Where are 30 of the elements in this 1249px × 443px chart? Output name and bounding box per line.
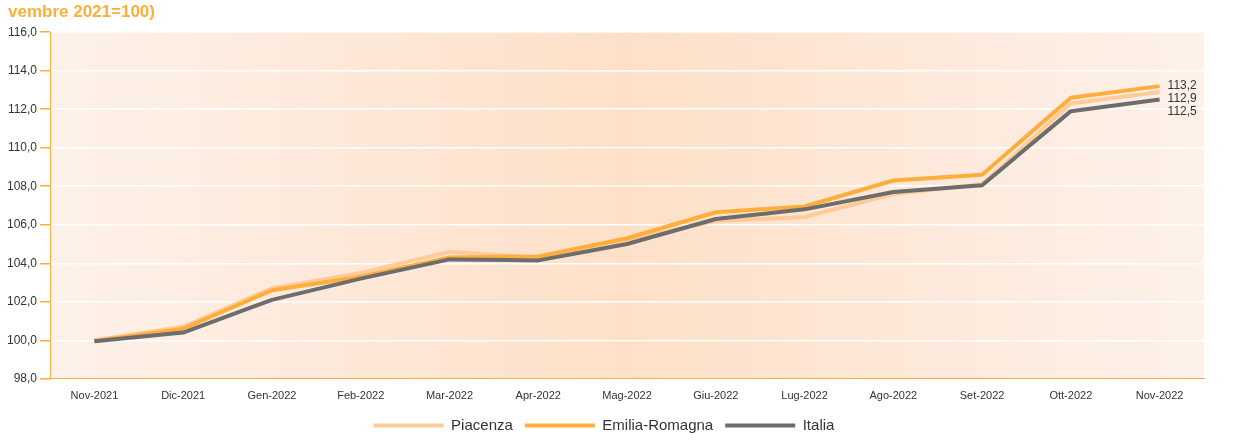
x-tick-label: Nov-2022 — [1135, 389, 1184, 402]
y-tick-label: 102,0 — [7, 294, 38, 309]
x-tick-label: Gen-2022 — [247, 389, 297, 402]
y-tick-label: 108,0 — [7, 178, 38, 193]
x-tick-label: Apr-2022 — [515, 389, 561, 402]
x-tick-label: Dic-2021 — [161, 389, 206, 402]
y-tick-label: 114,0 — [7, 63, 38, 78]
y-tick-label: 98,0 — [13, 371, 38, 386]
legend-label: Piacenza — [451, 415, 514, 433]
data-label: 112,9 — [1167, 91, 1198, 106]
data-label: 112,5 — [1167, 104, 1198, 119]
x-tick-label: Ott-2022 — [1049, 389, 1093, 402]
x-tick-label: Giu-2022 — [693, 389, 739, 402]
x-tick-label: Lug-2022 — [781, 389, 828, 402]
y-tick-label: 110,0 — [7, 140, 38, 155]
y-tick-label: 100,0 — [7, 332, 38, 347]
legend-label: Italia — [802, 415, 836, 433]
x-tick-label: Ago-2022 — [869, 389, 918, 402]
x-tick-label: Nov-2021 — [70, 389, 119, 402]
x-tick-label: Feb-2022 — [337, 389, 385, 402]
y-tick-label: 112,0 — [7, 101, 38, 116]
chart-title: vembre 2021=100) — [7, 1, 156, 22]
y-tick-label: 106,0 — [7, 217, 38, 232]
x-tick-label: Mar-2022 — [425, 389, 474, 402]
legend-label: Emilia-Romagna — [602, 415, 714, 433]
data-label: 113,2 — [1167, 78, 1198, 93]
x-tick-label: Set-2022 — [959, 389, 1005, 402]
y-tick-label: 104,0 — [7, 255, 38, 270]
x-tick-label: Mag-2022 — [602, 389, 652, 402]
y-tick-label: 116,0 — [7, 24, 38, 39]
